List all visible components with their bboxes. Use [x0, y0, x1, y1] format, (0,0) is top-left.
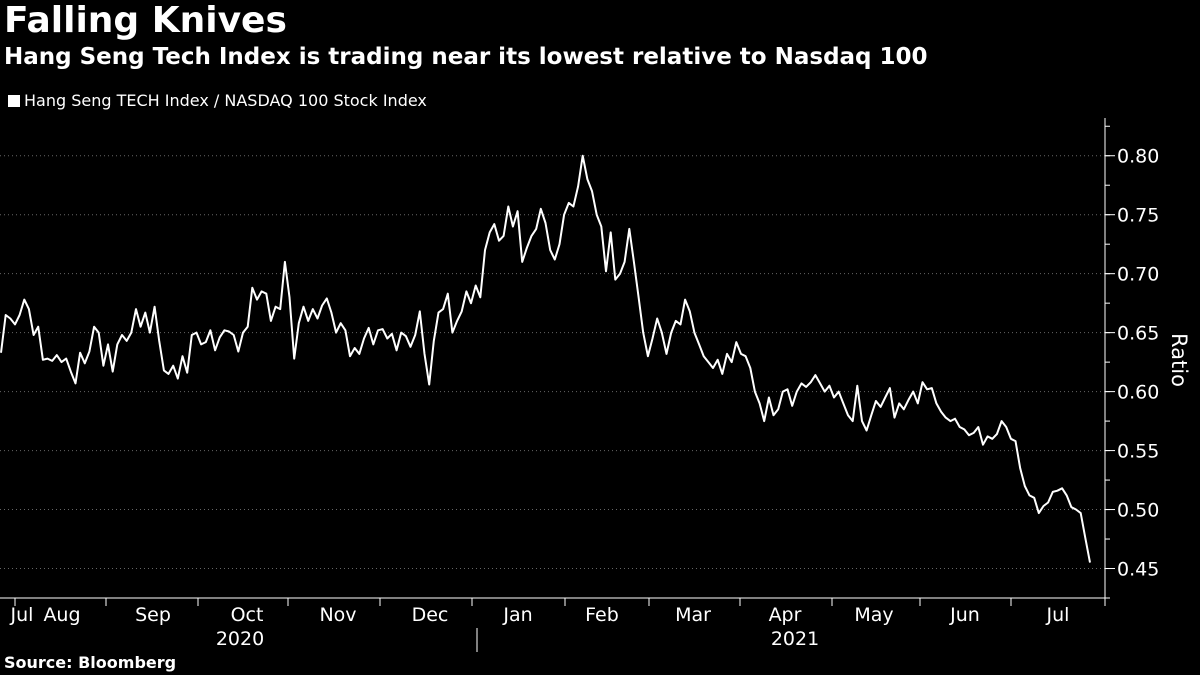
y-tick-label: 0.60	[1117, 382, 1159, 404]
legend-swatch	[8, 94, 20, 107]
x-tick-label: Mar	[675, 604, 711, 626]
y-tick-label: 0.75	[1117, 205, 1159, 227]
y-tick-label: 0.65	[1117, 323, 1159, 345]
year-label: 2021	[771, 628, 819, 650]
x-tick-label: Nov	[319, 604, 356, 626]
x-tick-label: Jan	[502, 604, 532, 626]
y-tick-label: 0.45	[1117, 559, 1159, 581]
y-tick-label: 0.70	[1117, 264, 1159, 286]
y-tick-label: 0.55	[1117, 441, 1159, 463]
gridlines	[0, 155, 1105, 570]
x-tick-label: Jul	[10, 604, 34, 626]
year-label: 2020	[216, 628, 264, 650]
y-tick-label: 0.80	[1117, 146, 1159, 168]
source-note: Source: Bloomberg	[4, 653, 177, 672]
x-tick-label: Oct	[231, 604, 264, 626]
axes	[0, 118, 1115, 652]
x-tick-label: Jun	[949, 604, 980, 626]
x-tick-label: Jul	[1046, 604, 1070, 626]
chart-subtitle: Hang Seng Tech Index is trading near its…	[4, 44, 928, 70]
x-tick-label: Feb	[585, 604, 619, 626]
series-line	[0, 154, 1091, 563]
x-tick-label: Aug	[43, 604, 80, 626]
legend-label: Hang Seng TECH Index / NASDAQ 100 Stock …	[24, 91, 427, 110]
x-tick-label: May	[854, 604, 893, 626]
series-group	[0, 154, 1091, 563]
y-tick-label: 0.50	[1117, 500, 1159, 522]
x-tick-label: Apr	[769, 604, 802, 626]
y-axis-title: Ratio	[1167, 333, 1191, 387]
chart-title: Falling Knives	[4, 0, 287, 41]
tick-labels: 0.45 0.50 0.55 0.60 0.65 0.70 0.75 0.80 Ratio Jul…	[10, 146, 1191, 650]
x-tick-label: Dec	[412, 604, 449, 626]
x-tick-label: Sep	[135, 604, 171, 626]
legend: Hang Seng TECH Index / NASDAQ 100 Stock …	[8, 91, 427, 110]
